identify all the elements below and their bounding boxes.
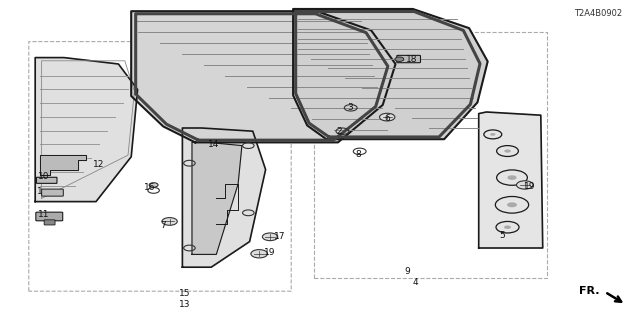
- Circle shape: [504, 226, 511, 229]
- Text: 4: 4: [413, 278, 419, 287]
- Circle shape: [162, 218, 177, 225]
- Text: 6: 6: [384, 114, 390, 123]
- Polygon shape: [293, 9, 488, 139]
- FancyBboxPatch shape: [397, 55, 420, 63]
- Text: T2A4B0902: T2A4B0902: [574, 9, 622, 18]
- Polygon shape: [479, 112, 543, 248]
- Polygon shape: [40, 155, 86, 175]
- Text: 2: 2: [336, 127, 342, 136]
- Text: 3: 3: [347, 103, 353, 112]
- Polygon shape: [192, 142, 242, 254]
- Circle shape: [380, 113, 395, 121]
- Text: 1: 1: [37, 188, 43, 196]
- Text: 9: 9: [404, 267, 410, 276]
- Text: 14: 14: [208, 140, 220, 149]
- Text: 18: 18: [406, 55, 418, 64]
- Circle shape: [516, 181, 533, 189]
- Text: 12: 12: [93, 160, 104, 169]
- Text: 8: 8: [355, 150, 361, 159]
- Circle shape: [262, 233, 278, 241]
- Text: 17: 17: [274, 232, 285, 241]
- Circle shape: [507, 202, 517, 207]
- Polygon shape: [182, 128, 266, 267]
- Text: 7: 7: [160, 221, 166, 230]
- Circle shape: [508, 175, 516, 180]
- Polygon shape: [131, 11, 396, 142]
- Text: 11: 11: [38, 210, 50, 219]
- Text: 13: 13: [179, 300, 191, 309]
- Circle shape: [395, 57, 404, 61]
- Text: 15: 15: [179, 289, 191, 298]
- Text: 16: 16: [144, 183, 156, 192]
- Circle shape: [504, 149, 511, 153]
- Text: 19: 19: [524, 182, 535, 191]
- FancyBboxPatch shape: [44, 220, 55, 225]
- Text: 19: 19: [264, 248, 276, 257]
- Circle shape: [490, 133, 495, 136]
- Text: FR.: FR.: [579, 286, 600, 296]
- Polygon shape: [35, 58, 138, 202]
- Text: 5: 5: [499, 231, 505, 240]
- FancyBboxPatch shape: [42, 189, 63, 196]
- Circle shape: [251, 250, 268, 258]
- FancyBboxPatch shape: [36, 177, 57, 183]
- Text: 10: 10: [38, 172, 50, 181]
- Circle shape: [149, 183, 158, 187]
- FancyBboxPatch shape: [36, 212, 63, 221]
